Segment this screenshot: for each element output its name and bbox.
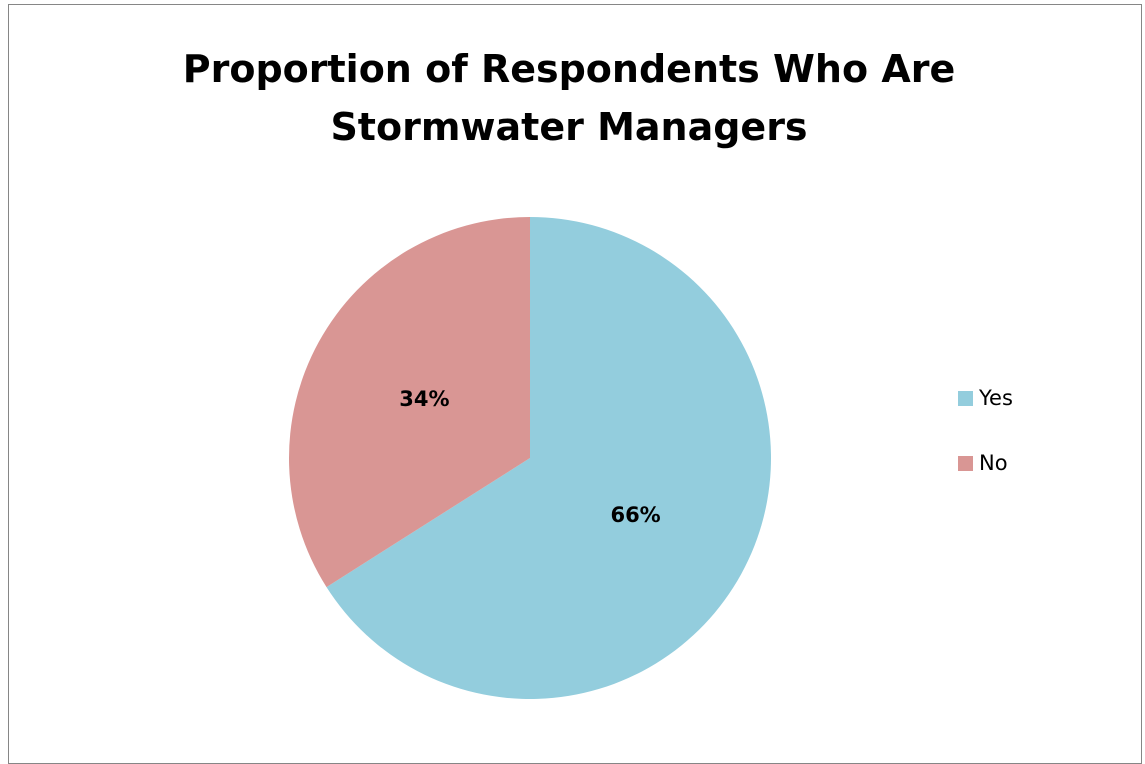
chart-title-line-2: Stormwater Managers [330,105,808,149]
legend: Yes No [958,382,1013,512]
pie-slice-no [289,217,530,588]
data-label-yes: 66% [610,503,660,527]
legend-item-no: No [958,447,1013,479]
legend-swatch-yes [958,390,973,406]
legend-label-no: No [979,451,1008,475]
legend-label-yes: Yes [979,386,1013,410]
pie-slice-yes [326,217,771,700]
legend-item-yes: Yes [958,382,1013,414]
pie-labels: 66% 34% [399,387,660,527]
legend-swatch-no [958,455,973,471]
chart-title-line-1: Proportion of Respondents Who Are [182,47,956,91]
pie-slices [289,217,771,700]
chart-title: Proportion of Respondents Who Are Stormw… [0,40,1138,156]
data-label-no: 34% [399,387,449,411]
